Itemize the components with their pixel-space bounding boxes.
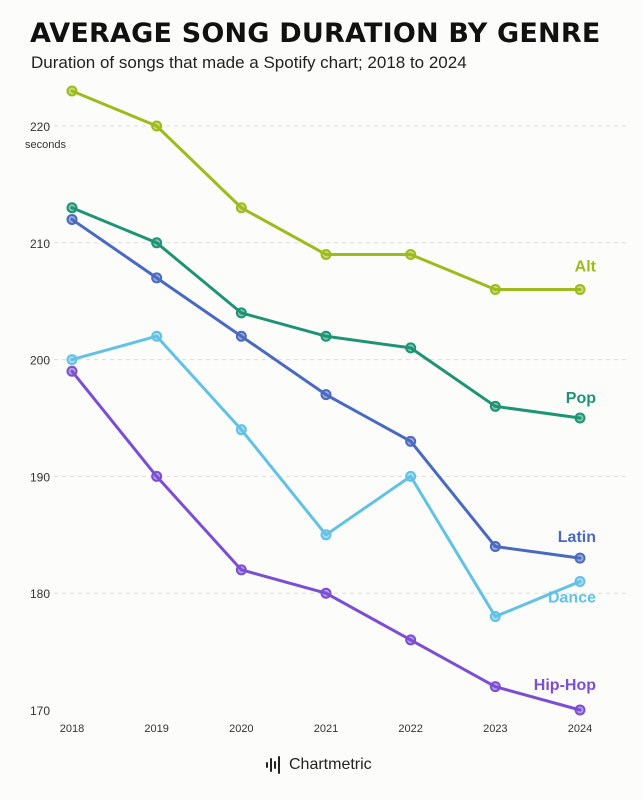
data-point-hip-hop-2019 [151,470,163,482]
series-label-pop: Pop [566,390,596,407]
y-tick-label-190: 190 [30,470,50,484]
data-point-hip-hop-2018 [66,365,78,377]
x-tick-label-2024: 2024 [568,723,592,735]
y-unit-label: seconds [25,139,66,151]
data-point-latin-2018 [66,213,78,225]
data-point-hip-hop-2024 [574,704,586,716]
data-point-dance-2019 [151,330,163,342]
series-label-hip-hop: Hip-Hop [534,677,596,694]
line-chart: 170 180 190 200 210 220 seconds 2018 2019 2020 202… [25,85,630,735]
x-tick-label-2022: 2022 [398,723,422,735]
y-tick-label-200: 200 [30,354,50,368]
data-point-alt-2020 [235,202,247,214]
brand: Chartmetric [265,756,372,774]
data-point-alt-2024 [574,284,586,296]
data-point-latin-2022 [405,435,417,447]
chart-title: AVERAGE SONG DURATION BY GENRE [30,18,601,49]
waveform-logo-icon [266,756,280,774]
series-line-hip-hop [70,369,582,712]
series-label-dance: Dance [548,590,596,607]
data-point-pop-2023 [489,400,501,412]
data-point-pop-2018 [66,202,78,214]
data-point-dance-2022 [405,470,417,482]
y-tick-label-170: 170 [30,704,50,718]
series-label-latin: Latin [558,529,596,546]
data-point-alt-2021 [320,248,332,260]
data-point-alt-2018 [66,85,78,97]
data-point-hip-hop-2023 [489,681,501,693]
data-point-dance-2021 [320,529,332,541]
x-tick-label-2021: 2021 [314,723,338,735]
chart-subtitle: Duration of songs that made a Spotify ch… [31,53,467,72]
data-point-hip-hop-2021 [320,587,332,599]
y-tick-label-210: 210 [30,237,50,251]
data-point-dance-2020 [235,424,247,436]
x-tick-label-2020: 2020 [229,723,253,735]
series-line-pop [70,206,582,420]
data-point-latin-2020 [235,330,247,342]
y-tick-label-220: 220 [30,120,50,134]
data-point-latin-2024 [574,552,586,564]
data-point-pop-2024 [574,412,586,424]
data-point-dance-2024 [574,576,586,588]
data-point-latin-2021 [320,389,332,401]
data-point-pop-2022 [405,342,417,354]
data-point-latin-2019 [151,272,163,284]
series-label-alt: Alt [575,259,597,276]
data-point-alt-2023 [489,284,501,296]
x-tick-label-2019: 2019 [144,723,168,735]
x-tick-label-2023: 2023 [483,723,507,735]
brand-name: Chartmetric [289,756,372,773]
series-line-latin [70,217,582,560]
y-tick-label-180: 180 [30,587,50,601]
data-point-hip-hop-2022 [405,634,417,646]
data-point-dance-2018 [66,354,78,366]
data-point-alt-2019 [151,120,163,132]
data-point-latin-2023 [489,540,501,552]
data-point-dance-2023 [489,611,501,623]
data-point-pop-2019 [151,237,163,249]
data-point-alt-2022 [405,248,417,260]
data-point-pop-2020 [235,307,247,319]
x-tick-label-2018: 2018 [60,723,84,735]
data-point-hip-hop-2020 [235,564,247,576]
data-point-pop-2021 [320,330,332,342]
